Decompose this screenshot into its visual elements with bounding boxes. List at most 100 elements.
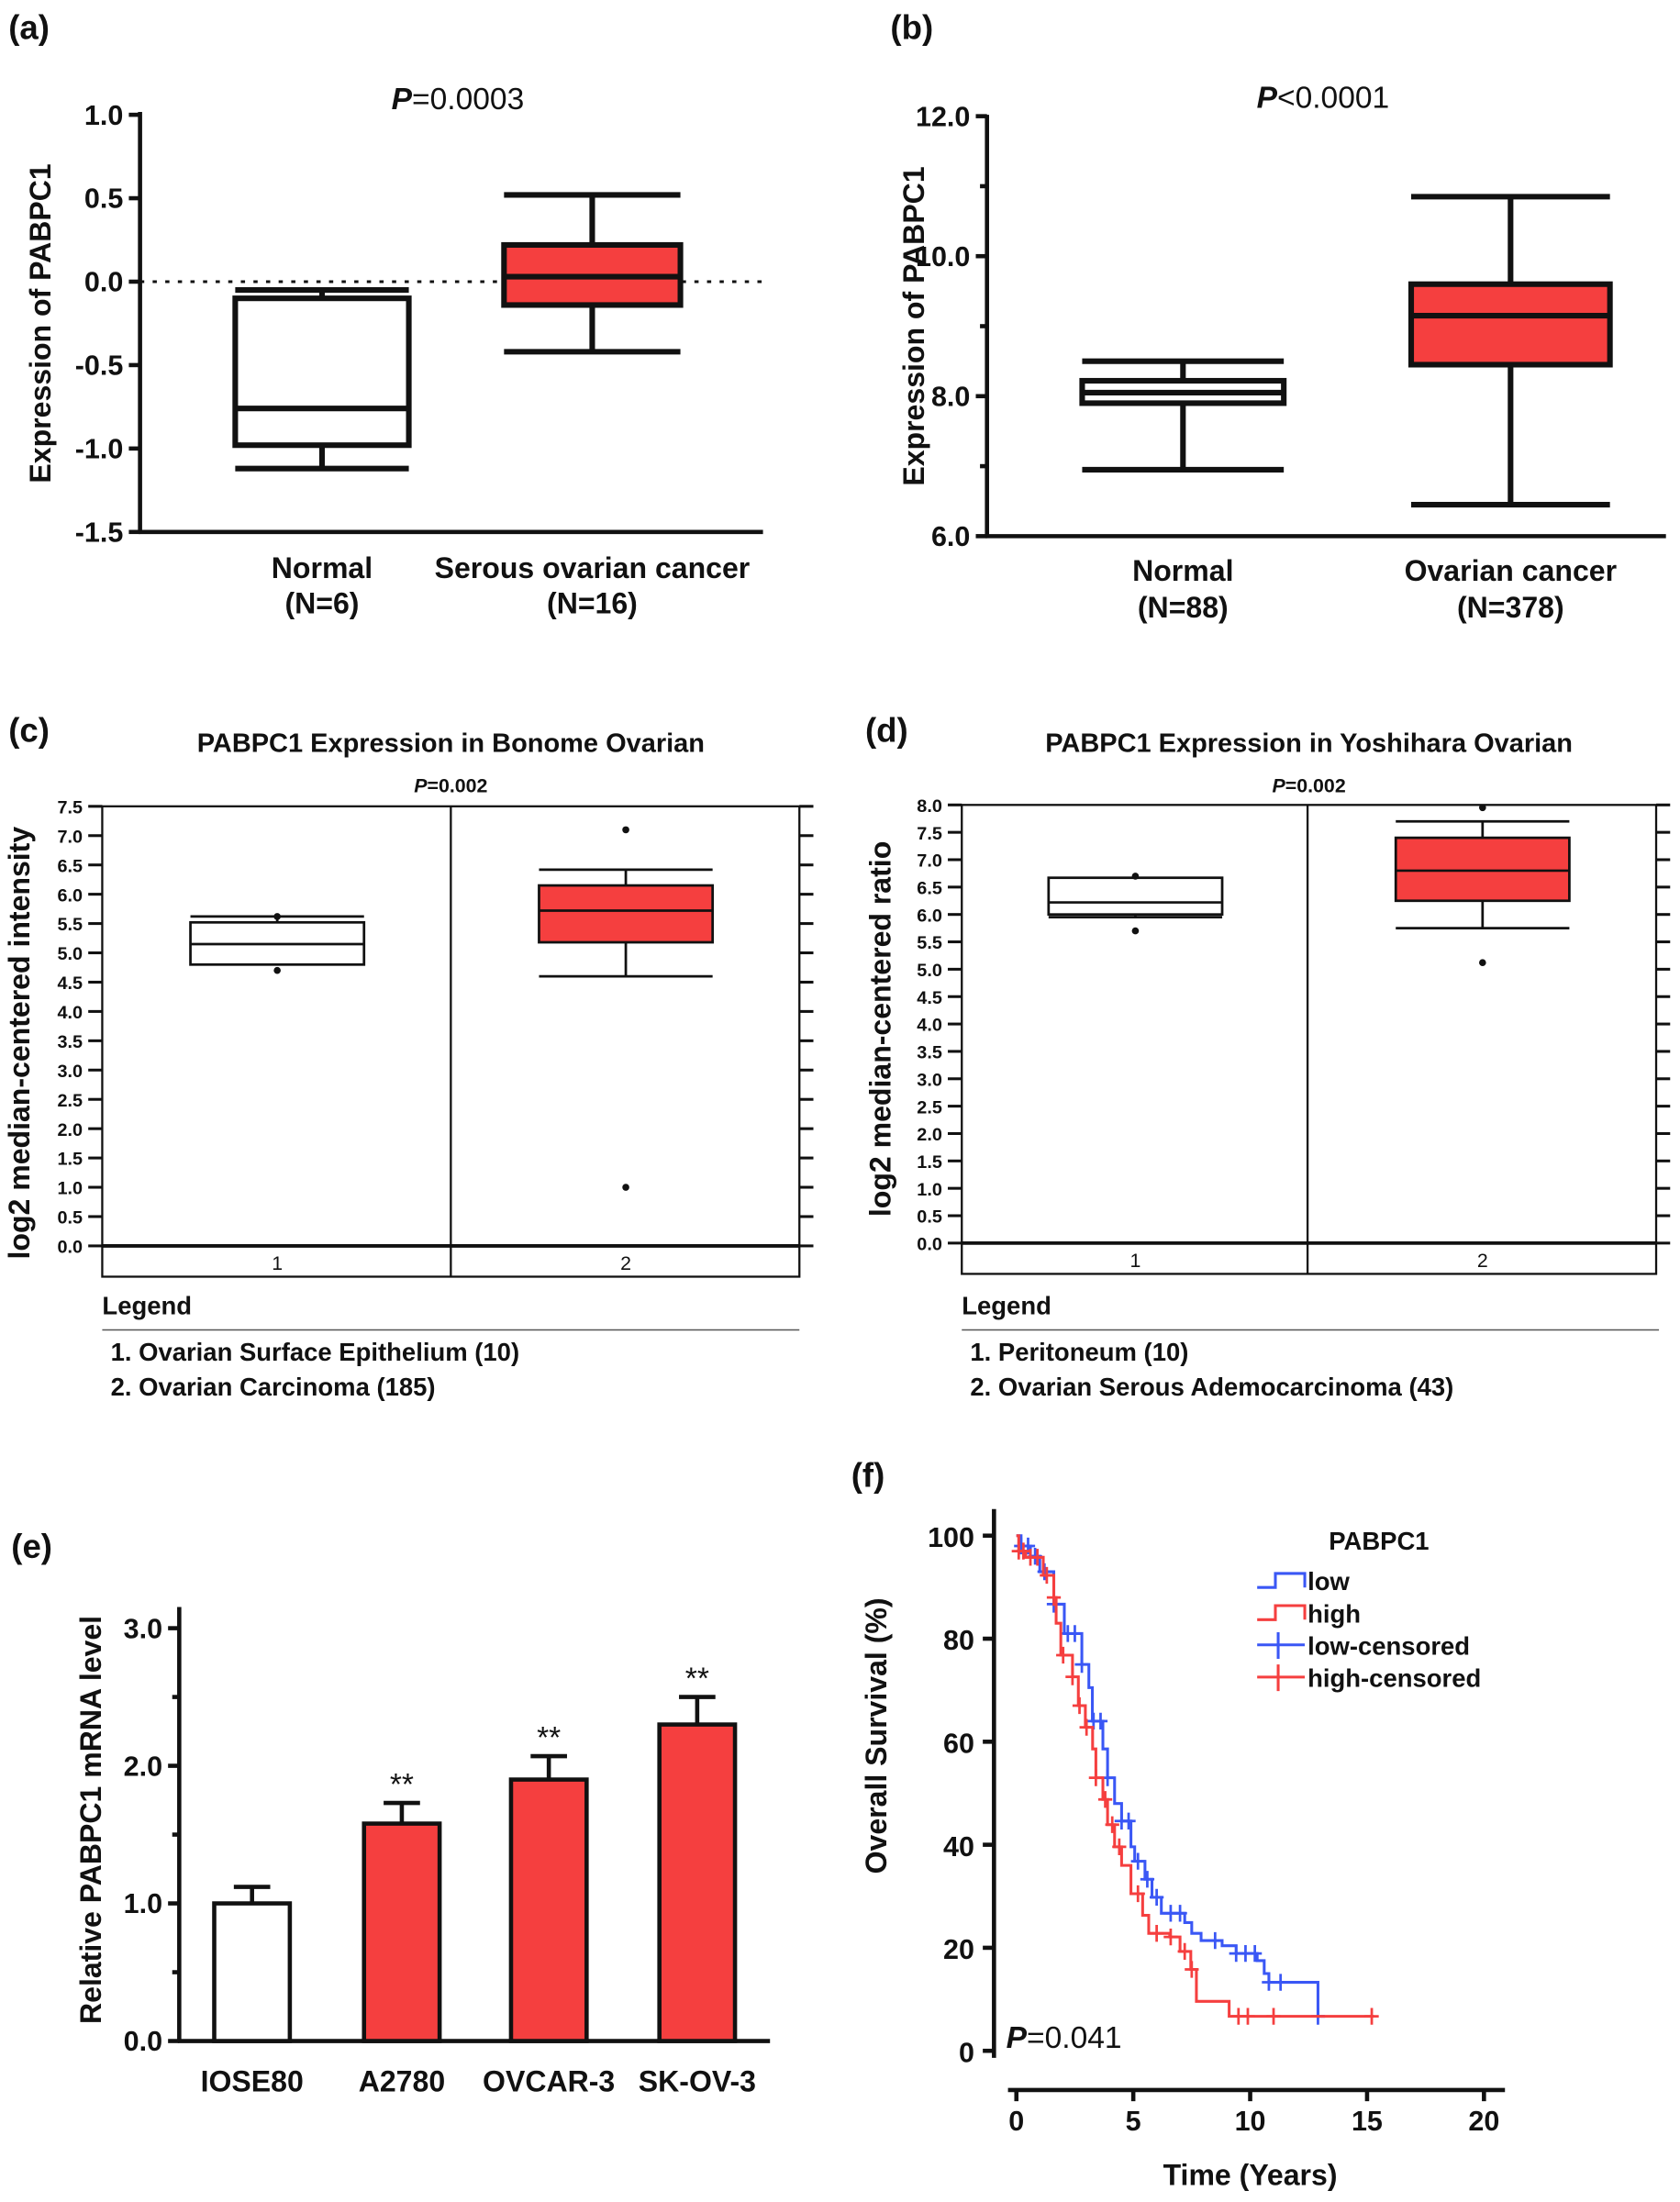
y-tick-label: 60 (943, 1729, 974, 1760)
p-value-annotation: P=0.041 (1007, 2021, 1122, 2055)
censor-mark-low (1173, 1905, 1187, 1922)
x-tick-label: SK-OV-3 (639, 2064, 756, 2097)
legend-title: PABPC1 (1329, 1527, 1429, 1555)
x-tick-label: 0 (1008, 2106, 1024, 2137)
y-tick-label: 2.0 (57, 1120, 83, 1140)
category-label: 2 (620, 1252, 631, 1274)
y-tick-label: 0.5 (84, 184, 123, 215)
category-n: (N=6) (284, 586, 359, 619)
legend-title: Legend (962, 1292, 1051, 1320)
panel-label: (e) (11, 1528, 52, 1565)
y-tick-label: 4.5 (57, 973, 83, 994)
legend-item: 1. Ovarian Surface Epithelium (10) (111, 1338, 520, 1366)
outlier-point (622, 826, 629, 834)
censor-mark-low (1274, 1974, 1288, 1991)
censor-mark-high (1088, 1769, 1104, 1786)
y-tick-label: 4.0 (57, 1003, 83, 1023)
censor-mark-high (1065, 1668, 1080, 1685)
censor-mark-high (1105, 1816, 1119, 1833)
y-tick-label: 2.5 (57, 1091, 83, 1111)
y-tick-label: 2.5 (917, 1097, 942, 1118)
x-tick-label: 15 (1352, 2106, 1383, 2137)
y-tick-label: 4.5 (917, 988, 942, 1008)
p-value: =0.002 (1285, 775, 1346, 797)
legend-title: Legend (102, 1292, 192, 1320)
y-tick-label: 5.0 (917, 961, 942, 981)
y-tick-label: 0.0 (124, 2026, 162, 2057)
y-tick-label: 1.0 (124, 1888, 162, 1919)
p-value-annotation: P<0.0001 (1257, 81, 1390, 115)
y-tick-label: 0.0 (84, 267, 123, 298)
censor-mark-high (1149, 1925, 1164, 1942)
censor-mark-high (1241, 2007, 1255, 2025)
legend-swatch-low-censored (1257, 1632, 1306, 1660)
censor-mark-low (1262, 1974, 1276, 1991)
y-tick-label: 0.5 (57, 1208, 83, 1229)
outlier-point (622, 1184, 629, 1191)
y-tick-label: 0.0 (57, 1238, 83, 1258)
censor-mark-high (1112, 1838, 1127, 1856)
y-tick-label: 6.0 (917, 906, 942, 926)
y-tick-label: 6.0 (931, 521, 970, 552)
panel-label: (a) (8, 9, 50, 47)
y-axis-label: Expression of PABPC1 (897, 166, 930, 485)
censor-mark-high (1040, 1566, 1054, 1585)
category-label: 2 (1477, 1250, 1488, 1272)
category-n: (N=88) (1138, 591, 1229, 624)
box-iqr (538, 884, 715, 944)
y-tick-label: -0.5 (75, 350, 124, 382)
bar-sk-ov-3 (657, 1722, 738, 2043)
y-tick-label: 6.0 (57, 885, 83, 906)
x-tick-label: 10 (1235, 2106, 1266, 2137)
significance-stars: ** (685, 1662, 709, 1696)
legend-swatch-high-censored (1257, 1664, 1306, 1692)
legend-item: high (1307, 1599, 1361, 1628)
y-tick-label: 3.0 (124, 1613, 162, 1644)
legend-swatch-low (1257, 1572, 1307, 1589)
category-n: (N=378) (1457, 591, 1564, 624)
censor-mark-high (1079, 1718, 1094, 1736)
y-tick-label: 1.0 (57, 1179, 83, 1199)
y-tick-label: 0 (959, 2037, 974, 2068)
chart-title: PABPC1 Expression in Bonome Ovarian (197, 728, 705, 758)
category-n: (N=16) (547, 586, 638, 619)
outlier-point (273, 913, 281, 920)
y-tick-label: 5.5 (917, 933, 942, 953)
censor-mark-high (1185, 1961, 1199, 1978)
p-value: =0.041 (1027, 2021, 1122, 2055)
censor-mark-high (1130, 1885, 1145, 1903)
panel-label: (b) (890, 9, 933, 47)
y-tick-label: 80 (943, 1625, 974, 1656)
censor-mark-high (1046, 1588, 1062, 1607)
box-iqr (232, 295, 412, 449)
x-tick-label: 20 (1468, 2106, 1499, 2137)
p-symbol: P (1007, 2021, 1028, 2055)
outlier-point (273, 966, 281, 974)
plot-frame (961, 804, 1658, 1275)
censor-mark-high (1072, 1696, 1087, 1715)
y-tick-label: 8.0 (931, 381, 970, 412)
y-tick-label: 4.0 (917, 1016, 942, 1036)
x-tick-label: A2780 (359, 2064, 445, 2097)
y-tick-label: 1.5 (917, 1152, 942, 1173)
panel-label: (c) (8, 712, 50, 750)
chart-title: PABPC1 Expression in Yoshihara Ovarian (1045, 728, 1573, 758)
y-tick-label: 7.0 (57, 827, 83, 847)
legend-item: 2. Ovarian Serous Ademocarcinoma (43) (970, 1373, 1453, 1401)
outlier-point (1131, 873, 1140, 880)
panel-label: (f) (851, 1456, 885, 1494)
y-tick-label: -1.5 (75, 517, 124, 548)
y-tick-label: -1.0 (75, 434, 124, 465)
censor-mark-low (1074, 1655, 1089, 1674)
box-iqr (1394, 836, 1571, 903)
y-tick-label: 10.0 (916, 241, 970, 272)
censor-mark-low (1130, 1852, 1145, 1870)
bar-a2780 (362, 1821, 442, 2043)
y-tick-label: 7.5 (917, 824, 942, 844)
x-tick-label: IOSE80 (201, 2064, 304, 2097)
y-axis-label: Overall Survival (%) (860, 1597, 893, 1874)
y-tick-label: 6.5 (57, 856, 83, 876)
p-value-annotation: P=0.002 (1273, 775, 1346, 797)
censor-mark-high (1364, 2007, 1379, 2025)
p-symbol: P (1257, 81, 1278, 115)
